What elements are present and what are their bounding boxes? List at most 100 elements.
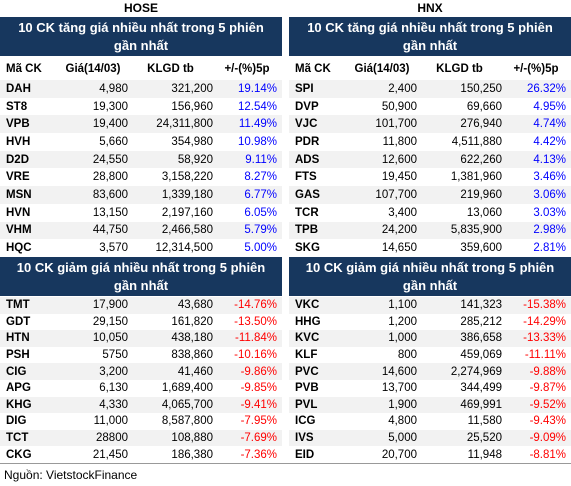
cell-value: 354,980 xyxy=(171,135,213,148)
cell-value: 4,330 xyxy=(99,398,128,411)
cell-value: 6,130 xyxy=(99,382,128,395)
stock-code: DVP xyxy=(295,100,319,113)
column-header: Mã CK xyxy=(6,62,42,75)
section-title: 10 CK giảm giá nhiều nhất trong 5 phiên … xyxy=(0,257,282,297)
table-row: MSN 83,600 1,339,180 6.77% xyxy=(0,186,282,204)
stock-code: EID xyxy=(295,448,315,461)
cell-value: 13,150 xyxy=(92,206,128,219)
cell-value: 3,400 xyxy=(388,206,417,219)
stock-code: ST8 xyxy=(6,100,28,113)
change-percent: -7.69% xyxy=(240,432,277,445)
change-percent: -9.43% xyxy=(529,415,566,428)
stock-code: GDT xyxy=(6,315,31,328)
cell-value: 107,700 xyxy=(375,189,417,202)
stock-code: TPB xyxy=(295,224,318,237)
cell-value: 1,200 xyxy=(388,315,417,328)
change-percent: -9.41% xyxy=(240,398,277,411)
table-row: VKC 1,100 141,323 -15.38% xyxy=(289,297,571,314)
change-percent: -9.52% xyxy=(529,398,566,411)
table-row: SPI 2,400 150,250 26.32% xyxy=(289,80,571,98)
stock-code: HHG xyxy=(295,315,321,328)
change-percent: -11.11% xyxy=(524,349,566,362)
cell-value: 359,600 xyxy=(460,242,502,255)
cell-value: 17,900 xyxy=(92,299,128,312)
table-row: APG 6,130 1,689,400 -9.85% xyxy=(0,380,282,397)
table-row: SKG 14,650 359,600 2.81% xyxy=(289,239,571,257)
change-percent: 6.05% xyxy=(244,206,277,219)
cell-value: 2,466,580 xyxy=(161,224,213,237)
exchange-label: HNX xyxy=(417,1,443,15)
stock-code: HVN xyxy=(6,206,31,219)
cell-value: 29,150 xyxy=(92,315,128,328)
table-row: DAH 4,980 321,200 19.14% xyxy=(0,80,282,98)
cell-value: 5,660 xyxy=(99,135,128,148)
cell-value: 69,660 xyxy=(466,100,502,113)
stock-code: GAS xyxy=(295,189,320,202)
table-row: VJC 101,700 276,940 4.74% xyxy=(289,115,571,134)
table-row: HVH 5,660 354,980 10.98% xyxy=(0,133,282,151)
table-row: ST8 19,300 156,960 12.54% xyxy=(0,98,282,116)
cell-value: 108,880 xyxy=(171,432,213,445)
cell-value: 14,650 xyxy=(381,242,417,255)
change-percent: 3.03% xyxy=(533,206,566,219)
stock-code: HQC xyxy=(6,242,32,255)
cell-value: 4,800 xyxy=(388,415,417,428)
cell-value: 24,311,800 xyxy=(156,118,213,131)
change-percent: 2.81% xyxy=(533,242,566,255)
cell-value: 622,260 xyxy=(460,153,502,166)
table-row: DVP 50,900 69,660 4.95% xyxy=(289,98,571,116)
cell-value: 3,570 xyxy=(99,242,128,255)
change-percent: 11.49% xyxy=(238,118,277,131)
change-percent: -10.16% xyxy=(234,349,277,362)
cell-value: 44,750 xyxy=(92,224,128,237)
change-percent: -11.84% xyxy=(235,332,277,345)
cell-value: 28,800 xyxy=(92,171,128,184)
change-percent: -15.38% xyxy=(523,299,566,312)
cell-value: 83,600 xyxy=(92,189,128,202)
cell-value: 13,060 xyxy=(466,206,502,219)
column-header: Giá(14/03) xyxy=(354,62,410,75)
cell-value: 459,069 xyxy=(460,349,502,362)
cell-value: 21,450 xyxy=(92,448,128,461)
table-row: CIG 3,200 41,460 -9.86% xyxy=(0,363,282,380)
cell-value: 838,860 xyxy=(171,349,213,362)
stock-code: ICG xyxy=(295,415,316,428)
cell-value: 19,300 xyxy=(92,100,128,113)
cell-value: 141,323 xyxy=(460,299,502,312)
change-percent: -9.85% xyxy=(240,382,277,395)
cell-value: 285,212 xyxy=(460,315,502,328)
change-percent: 6.77% xyxy=(244,189,277,202)
cell-value: 5750 xyxy=(102,349,128,362)
exchange-label: HOSE xyxy=(123,1,158,15)
cell-value: 41,460 xyxy=(177,365,213,378)
stock-code: PDR xyxy=(295,135,320,148)
change-percent: 9.11% xyxy=(245,153,277,166)
stock-code: PSH xyxy=(6,349,30,362)
change-percent: -13.50% xyxy=(234,315,277,328)
table-row: CKG 21,450 186,380 -7.36% xyxy=(0,446,282,463)
change-percent: 4.95% xyxy=(533,100,566,113)
stock-code: IVS xyxy=(295,432,314,445)
table-row: EID 20,700 11,948 -8.81% xyxy=(289,446,571,463)
cell-value: 2,197,160 xyxy=(161,206,213,219)
stock-code: TCT xyxy=(6,432,29,445)
cell-value: 50,900 xyxy=(381,100,417,113)
table-row: GAS 107,700 219,960 3.06% xyxy=(289,186,571,204)
cell-value: 19,450 xyxy=(381,171,417,184)
cell-value: 4,980 xyxy=(99,82,128,95)
cell-value: 12,314,500 xyxy=(155,242,213,255)
table-row: TPB 24,200 5,835,900 2.98% xyxy=(289,221,571,240)
cell-value: 1,689,400 xyxy=(161,382,213,395)
change-percent: 26.32% xyxy=(526,82,566,95)
cell-value: 1,339,180 xyxy=(161,189,213,202)
cell-value: 8,587,800 xyxy=(161,415,213,428)
table-row: TCR 3,400 13,060 3.03% xyxy=(289,204,571,222)
section-title: 10 CK giảm giá nhiều nhất trong 5 phiên … xyxy=(289,257,571,297)
stock-code: VRE xyxy=(6,171,30,184)
cell-value: 25,520 xyxy=(466,432,502,445)
stock-code: HVH xyxy=(6,135,31,148)
column-header: +/-(%)5p xyxy=(513,62,559,75)
table-row: DIG 11,000 8,587,800 -7.95% xyxy=(0,413,282,430)
cell-value: 43,680 xyxy=(177,299,213,312)
cell-value: 386,658 xyxy=(460,332,502,345)
